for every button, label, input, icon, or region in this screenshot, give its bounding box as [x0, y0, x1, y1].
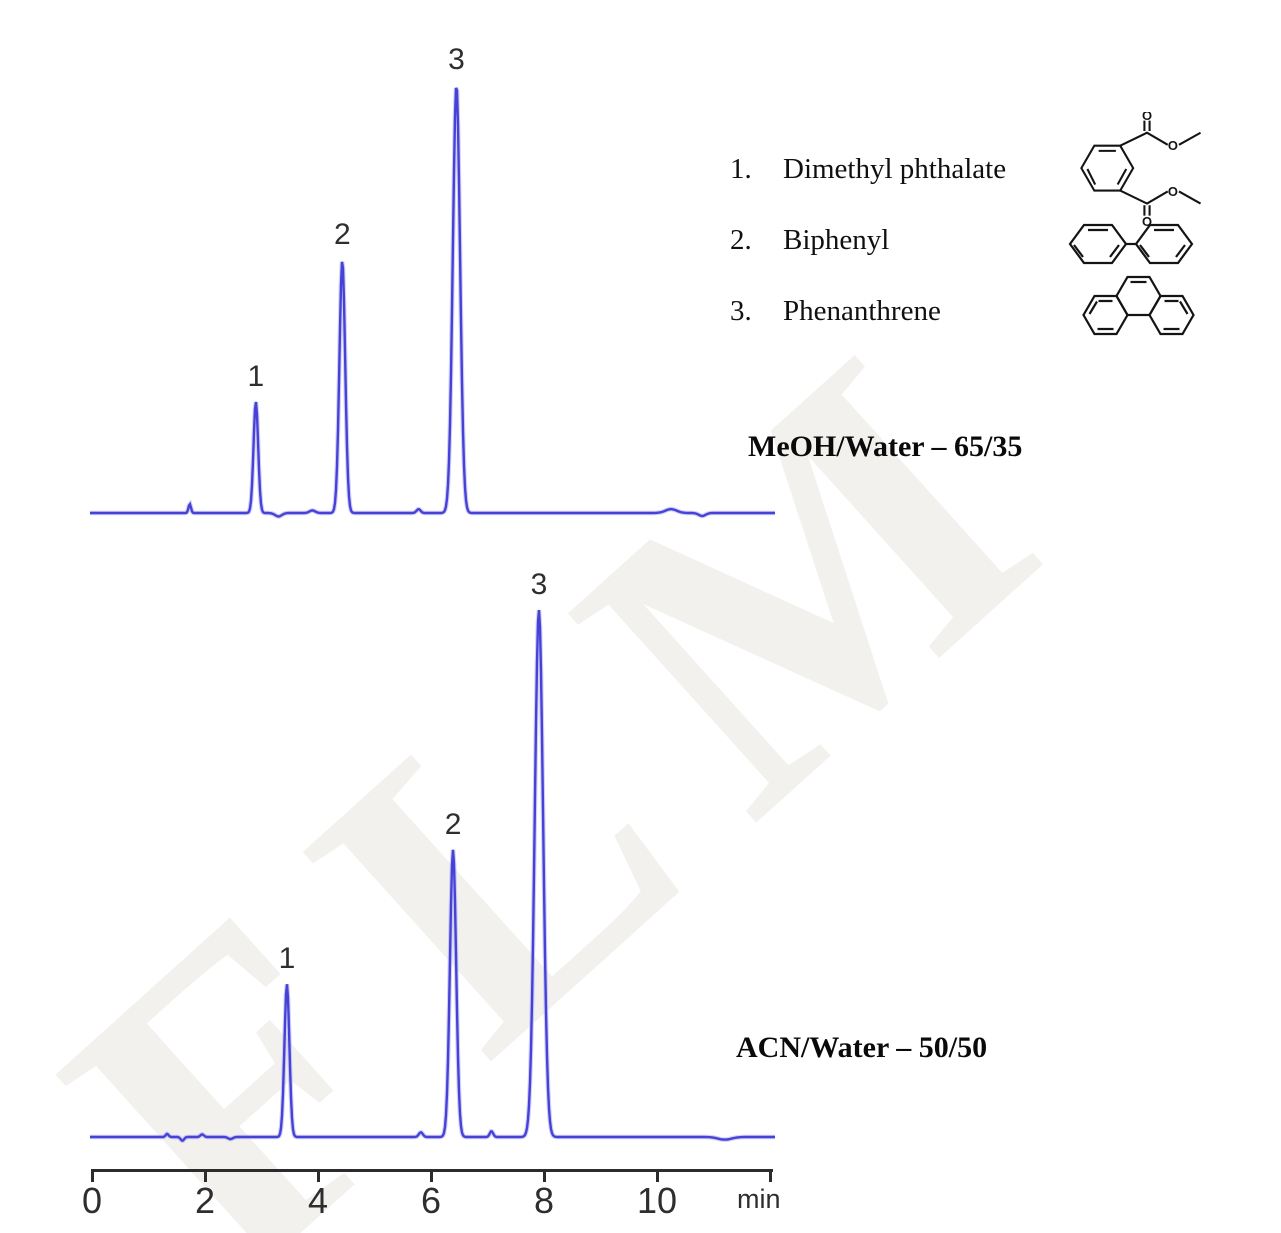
x-axis-tick-label-10: 10: [636, 1180, 678, 1221]
legend-name-phenanthrene: Phenanthrene: [783, 295, 941, 327]
peak-label-3: 3: [530, 568, 548, 601]
chromatogram-trace-halo-1: [90, 609, 775, 1143]
x-axis-tick-label-4: 4: [307, 1180, 329, 1221]
svg-text:O: O: [1142, 214, 1152, 226]
x-axis-line: [92, 1169, 773, 1172]
chromatogram-trace-halo-0: [90, 87, 775, 519]
x-axis-tick-12: [768, 1169, 772, 1182]
legend-name-biphenyl: Biphenyl: [783, 224, 890, 256]
x-axis-tick-10: [655, 1169, 659, 1182]
phenanthrene-structure-icon: [1082, 275, 1195, 336]
solvent-label-meoh-water: MeOH/Water – 65/35: [748, 430, 1023, 463]
x-axis-tick-label-0: 0: [81, 1180, 103, 1221]
x-axis-unit-label: min: [737, 1184, 781, 1214]
x-axis-tick-label-2: 2: [194, 1180, 216, 1221]
x-axis-tick-0: [90, 1169, 94, 1182]
peak-label-1: 1: [247, 359, 265, 393]
svg-text:O: O: [1168, 184, 1178, 199]
legend-number-2: 2.: [730, 224, 752, 256]
chromatogram-trace-meoh: [90, 87, 775, 518]
x-axis-tick-label-8: 8: [533, 1180, 555, 1221]
solvent-label-acn-water: ACN/Water – 50/50: [736, 1031, 988, 1064]
biphenyl-structure-icon: [1068, 223, 1194, 265]
peak-label-1: 1: [278, 942, 296, 976]
legend-item-2: 2. Biphenyl: [730, 224, 889, 257]
peak-label-2: 2: [444, 807, 462, 841]
legend-item-1: 1. Dimethyl phthalate: [730, 153, 1006, 186]
legend-number-3: 3.: [730, 295, 752, 327]
peak-label-2: 2: [333, 218, 351, 252]
dimethyl-phthalate-structure-icon: O O O O: [1080, 112, 1202, 226]
x-axis-tick-2: [203, 1169, 207, 1182]
svg-text:O: O: [1168, 138, 1178, 153]
legend-name-dimethyl-phthalate: Dimethyl phthalate: [783, 153, 1007, 185]
legend-number-1: 1.: [730, 153, 752, 185]
x-axis-tick-8: [542, 1169, 546, 1182]
x-axis-tick-4: [316, 1169, 320, 1182]
x-axis-tick-label-6: 6: [420, 1180, 442, 1221]
peak-label-3: 3: [448, 43, 465, 76]
svg-text:O: O: [1142, 112, 1152, 123]
x-axis-tick-6: [429, 1169, 433, 1182]
legend-item-3: 3. Phenanthrene: [730, 295, 941, 328]
chromatogram-trace-acn: [90, 610, 775, 1142]
